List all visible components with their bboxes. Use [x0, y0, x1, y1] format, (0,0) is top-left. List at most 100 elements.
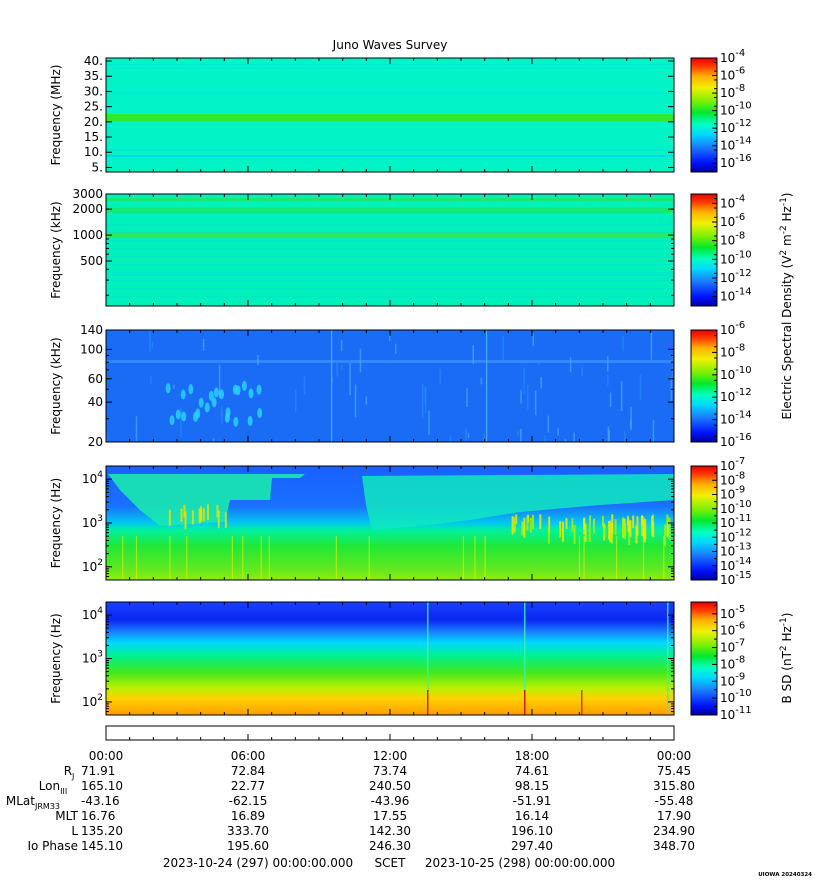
- spectrogram-lfr-low: [106, 466, 674, 580]
- colorbar-tick-label: 10-6: [720, 66, 745, 83]
- colorbar-lfr-low: 10-710-810-910-1010-1110-1210-1310-1410-…: [690, 456, 752, 587]
- y-axis-label: Frequency (Hz): [49, 613, 63, 704]
- colorbar-tick-label: 10-16: [720, 432, 752, 449]
- colorbar-tick-label: 10-6: [720, 212, 745, 229]
- ephemeris-value: 17.90: [657, 809, 691, 823]
- colorbar-tick-label: 10-9: [720, 485, 745, 502]
- colorbar-tick-label: 10-4: [720, 193, 745, 210]
- y-tick-label: 20: [88, 435, 103, 449]
- ephemeris-value: 73.74: [373, 764, 407, 778]
- colorbar-tick-label: 10-7: [720, 456, 745, 473]
- ephemeris-label: Io Phase: [27, 839, 78, 853]
- colorbar-tick-label: 10-12: [720, 527, 752, 544]
- panel-lfr-high: 20 40 60 100 140 Frequency (kHz) 10-6 10-8 10-10…: [49, 320, 752, 449]
- ephemeris-table: 00:00 06:00 12:00 18:00 00:00 RJ 71.91 72.84 73.…: [6, 749, 695, 853]
- y-tick-label: 102: [82, 558, 103, 574]
- y-tick-label: 140: [80, 323, 103, 337]
- y-axis-label: Frequency (Hz): [49, 478, 63, 569]
- y-tick-label: 40: [88, 395, 103, 409]
- colorbar-tick-label: 10-14: [720, 410, 752, 427]
- y-axis-label: Frequency (kHz): [49, 201, 63, 298]
- colorbar-tick-label: 10-16: [720, 153, 752, 170]
- ephemeris-value: 165.10: [81, 779, 123, 793]
- colorbar-tick-label: 10-8: [720, 231, 745, 248]
- ephemeris-value: -43.16: [81, 794, 120, 808]
- credit-label: UIOWA 20240324: [758, 872, 812, 878]
- time-tick-label: 00:00: [657, 749, 692, 763]
- ephemeris-value: 297.40: [511, 839, 553, 853]
- ephemeris-label: L: [71, 824, 78, 838]
- colorbar-tick-label: 10-14: [720, 136, 752, 153]
- time-tick-label: 00:00: [89, 749, 124, 763]
- colorbar-tick-label: 10-9: [720, 671, 745, 688]
- ephemeris-value: 196.10: [511, 824, 553, 838]
- y-tick-label: 103: [82, 514, 103, 530]
- ephemeris-value: 16.76: [81, 809, 115, 823]
- colorbar-tick-label: 10-8: [720, 654, 745, 671]
- colorbar-tick-label: 10-12: [720, 387, 752, 404]
- ephemeris-value: -55.48: [655, 794, 694, 808]
- ephemeris-value: -51.91: [513, 794, 552, 808]
- ephemeris-value: 142.30: [369, 824, 411, 838]
- time-tick-label: 06:00: [231, 749, 266, 763]
- y-tick-label: 60: [88, 372, 103, 386]
- colorbar-gradient: [690, 329, 718, 443]
- y-tick-label: 20.: [84, 115, 103, 129]
- ephemeris-value: -43.96: [371, 794, 410, 808]
- ephemeris-value: 315.80: [653, 779, 695, 793]
- colorbar-title-electric: Electric Spectral Density (V2 m-2 Hz-1): [779, 192, 794, 419]
- ephemeris-value: 16.14: [515, 809, 549, 823]
- y-tick-label: 5.: [92, 160, 103, 174]
- emission-left: [108, 474, 305, 526]
- colorbar-title-magnetic: B SD (nT2 Hz-1): [779, 613, 794, 704]
- colorbar-hfr-low: 10-4 10-6 10-810-10 10-12 10-14: [690, 193, 752, 307]
- ephemeris-value: -62.15: [229, 794, 268, 808]
- ephemeris-value: 22.77: [231, 779, 265, 793]
- y-axis-label: Frequency (kHz): [49, 337, 63, 434]
- ephemeris-value: 240.50: [369, 779, 411, 793]
- ephemeris-label: MLatJRM33: [6, 794, 60, 811]
- colorbar-tick-label: 10-10: [720, 688, 752, 705]
- colorbar-tick-label: 10-10: [720, 101, 752, 118]
- y-tick-label: 102: [82, 693, 103, 709]
- ephemeris-value: 74.61: [515, 764, 549, 778]
- y-tick-label: 40.: [84, 54, 103, 68]
- ephemeris-value: 234.90: [653, 824, 695, 838]
- colorbar-tick-label: 10-7: [720, 638, 745, 655]
- time-tick-label: 12:00: [373, 749, 408, 763]
- panel-lfr-low: 102 103 104 Frequency (Hz) 10-710-810-910-10…: [49, 456, 752, 587]
- footer-end-time: 2023-10-25 (298) 00:00:00.000: [425, 856, 615, 870]
- colorbar-tick-label: 10-14: [720, 556, 752, 573]
- ephemeris-value: 71.91: [81, 764, 115, 778]
- colorbar-gradient: [690, 193, 718, 307]
- ephemeris-label: MLT: [55, 809, 78, 823]
- ephemeris-value: 17.55: [373, 809, 407, 823]
- footer-start-time: 2023-10-24 (297) 00:00:00.000: [163, 856, 353, 870]
- y-tick-label: 15.: [84, 130, 103, 144]
- emission-right: [362, 474, 674, 530]
- colorbar-tick-label: 10-11: [720, 705, 752, 722]
- colorbar-tick-label: 10-14: [720, 287, 752, 304]
- ephemeris-value: 75.45: [657, 764, 691, 778]
- time-tick-label: 18:00: [515, 749, 550, 763]
- colorbar-lfr-high: 10-6 10-8 10-10 10-12 10-14 10-16: [690, 320, 752, 449]
- spectrogram-hfr-low: [106, 194, 674, 306]
- ephemeris-value: 135.20: [81, 824, 123, 838]
- colorbar-tick-label: 10-10: [720, 249, 752, 266]
- ephemeris-axis: [105, 725, 675, 741]
- colorbar-tick-label: 10-10: [720, 365, 752, 382]
- colorbar-tick-label: 10-8: [720, 470, 745, 487]
- y-tick-label: 1000: [72, 228, 103, 242]
- figure-title: Juno Waves Survey: [332, 38, 448, 52]
- ephemeris-label: LonIII: [39, 779, 68, 796]
- y-tick-label: 25.: [84, 100, 103, 114]
- colorbar-tick-label: 10-8: [720, 342, 745, 359]
- y-axis-label: Frequency (MHz): [49, 65, 63, 166]
- colorbar-tick-label: 10-8: [720, 83, 745, 100]
- y-tick-label: 104: [82, 470, 103, 486]
- colorbar-tick-label: 10-12: [720, 268, 752, 285]
